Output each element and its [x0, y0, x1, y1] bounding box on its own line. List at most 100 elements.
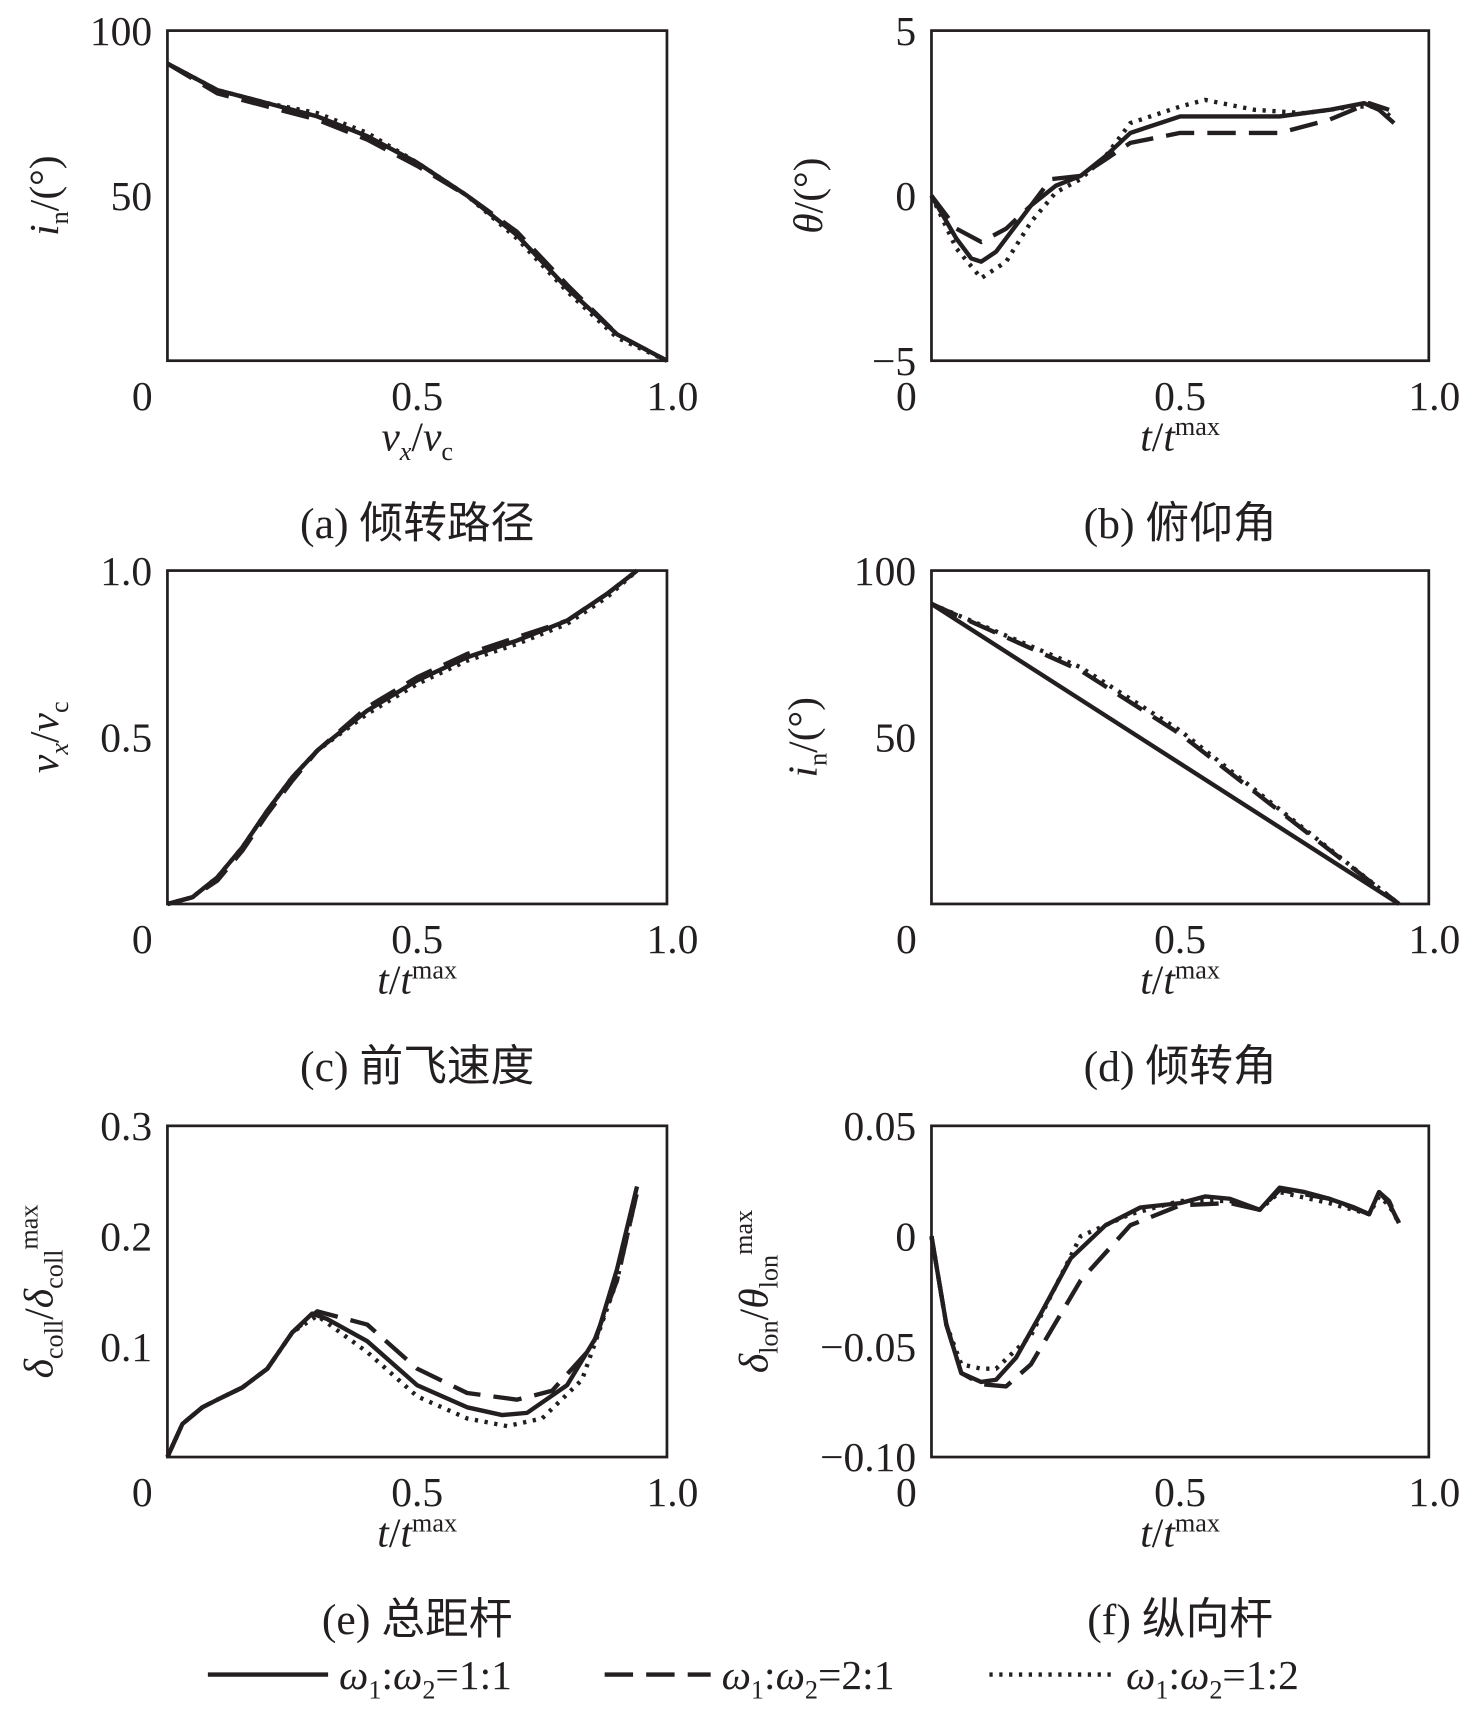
x-tick-label: 0.5: [1154, 373, 1206, 419]
y-axis-label-part: lon: [754, 1255, 783, 1289]
x-tick-label: 0.5: [1154, 1469, 1206, 1515]
y-tick-label: −0.10: [820, 1434, 916, 1480]
series-solid-line: [929, 100, 1396, 264]
y-axis-label: in/(°): [780, 697, 833, 777]
y-axis-label: δcoll/δcollmax: [14, 1204, 68, 1378]
subplot-caption: (b) 俯仰角: [1084, 500, 1277, 548]
y-tick-label: 0.05: [844, 1103, 917, 1149]
x-tick-label: 0: [896, 373, 917, 419]
y-axis-label-part: θ: [731, 1288, 777, 1308]
x-axis-label-part: /: [411, 413, 423, 459]
x-axis-label-part: t: [1163, 413, 1176, 459]
y-axis-label-part: δ: [731, 1353, 777, 1373]
plot-frame: [166, 1124, 669, 1459]
y-axis-label-part: i: [780, 766, 826, 778]
x-axis-label-part: t: [377, 957, 390, 1003]
series-dotted-line: [929, 1189, 1401, 1371]
x-tick-label: 0: [132, 916, 153, 962]
x-axis-label-part: t: [1140, 957, 1153, 1003]
y-axis-label: θ/(°): [785, 158, 832, 234]
series-dashed-line: [165, 1191, 640, 1458]
legend-label-part: :: [764, 1652, 776, 1698]
x-axis-label-part: /: [1152, 1510, 1164, 1556]
x-axis-label: t/tmax: [1140, 955, 1220, 1002]
y-axis-label-part: /(°): [780, 697, 827, 753]
y-tick-label: 0: [895, 1213, 916, 1259]
x-tick-label: 0.5: [391, 373, 443, 419]
y-tick-label: 50: [875, 714, 917, 760]
x-axis-label-part: t: [400, 957, 413, 1003]
x-axis-label-part: t: [400, 1510, 413, 1556]
plot-frame: [166, 569, 669, 906]
series-solid-line: [929, 1185, 1401, 1385]
plot-frame: [930, 29, 1431, 363]
y-axis-label-part: n: [45, 211, 74, 224]
legend-label-part: 1: [1155, 1676, 1168, 1705]
x-tick-label: 0: [896, 916, 917, 962]
series-dotted-line: [166, 61, 668, 363]
subplot-caption: (a) 倾转路径: [300, 500, 534, 548]
subplot-caption: (c) 前飞速度: [300, 1043, 534, 1091]
x-axis-label-part: /: [1152, 957, 1164, 1003]
x-axis-label: t/tmax: [377, 1508, 457, 1555]
y-tick-label: 50: [111, 173, 153, 219]
x-tick-label: 1.0: [646, 916, 698, 962]
plot-frame: [166, 29, 669, 363]
series-dashed-line: [166, 61, 668, 363]
y-axis-label-part: x: [45, 743, 74, 756]
x-tick-label: 0.5: [1154, 916, 1206, 962]
x-axis-label-part: max: [1175, 1508, 1220, 1537]
legend-label-part: ω: [776, 1652, 805, 1698]
x-axis-label-part: /: [389, 1510, 401, 1556]
y-axis-label: in/(°): [21, 155, 74, 235]
x-tick-label: 0.5: [391, 1469, 443, 1515]
legend-label-part: =1:1: [435, 1652, 511, 1698]
plot-frame: [930, 569, 1431, 906]
legend-label: ω1:ω2=1:2: [1126, 1652, 1299, 1705]
legend-label-part: =1:2: [1222, 1652, 1298, 1698]
series-dotted-line: [930, 601, 1401, 906]
legend-label-part: ω: [1126, 1652, 1155, 1698]
legend-label-part: 2: [422, 1676, 435, 1705]
y-axis-label-part: i: [21, 224, 67, 236]
y-axis-label-part: lon: [754, 1320, 783, 1354]
x-tick-label: 0: [132, 1469, 153, 1515]
series-dotted-line: [166, 568, 639, 907]
series-dotted-line: [165, 1191, 640, 1458]
legend-label-part: 1: [751, 1676, 764, 1705]
y-axis-label-part: /(°): [21, 155, 68, 211]
x-tick-label: 0: [132, 373, 153, 419]
x-axis-label-part: v: [381, 413, 400, 459]
y-axis-label: vx/vc: [21, 701, 74, 773]
subplot-caption: (f) 纵向杆: [1087, 1596, 1273, 1644]
x-axis-label: t/tmax: [377, 955, 457, 1002]
x-axis-label-part: c: [441, 437, 453, 466]
x-axis-label-part: max: [1175, 412, 1220, 441]
y-tick-label: 0.2: [100, 1213, 152, 1259]
x-axis-label-part: v: [423, 413, 442, 459]
series-dashed-line: [929, 1187, 1401, 1389]
legend-label: ω1:ω2=2:1: [722, 1652, 895, 1705]
series-solid-line: [930, 602, 1401, 906]
x-axis-label-part: t: [1140, 1510, 1153, 1556]
y-tick-label: 0: [895, 173, 916, 219]
y-tick-label: −0.05: [820, 1324, 916, 1370]
series-solid-line: [165, 1185, 640, 1458]
y-tick-label: 0.3: [100, 1103, 152, 1149]
x-axis-label-part: /: [389, 957, 401, 1003]
y-axis-label: δlon/θlonmax: [729, 1210, 783, 1373]
y-axis-label-part: /(°): [785, 158, 832, 214]
x-axis-label-part: /: [1152, 413, 1164, 459]
legend-label-part: ω: [339, 1652, 368, 1698]
x-axis-label-part: t: [1163, 1510, 1176, 1556]
x-axis-label-part: t: [1163, 957, 1176, 1003]
legend-label-part: 1: [368, 1676, 381, 1705]
legend: ω1:ω2=1:1 ω1:ω2=2:1 ω1:ω2=1:2: [207, 1652, 1299, 1705]
x-axis-label-part: t: [377, 1510, 390, 1556]
x-tick-label: 0.5: [391, 916, 443, 962]
x-axis-label-part: max: [412, 1508, 457, 1537]
y-tick-label: 1.0: [100, 548, 152, 594]
y-tick-label: 5: [895, 8, 916, 54]
